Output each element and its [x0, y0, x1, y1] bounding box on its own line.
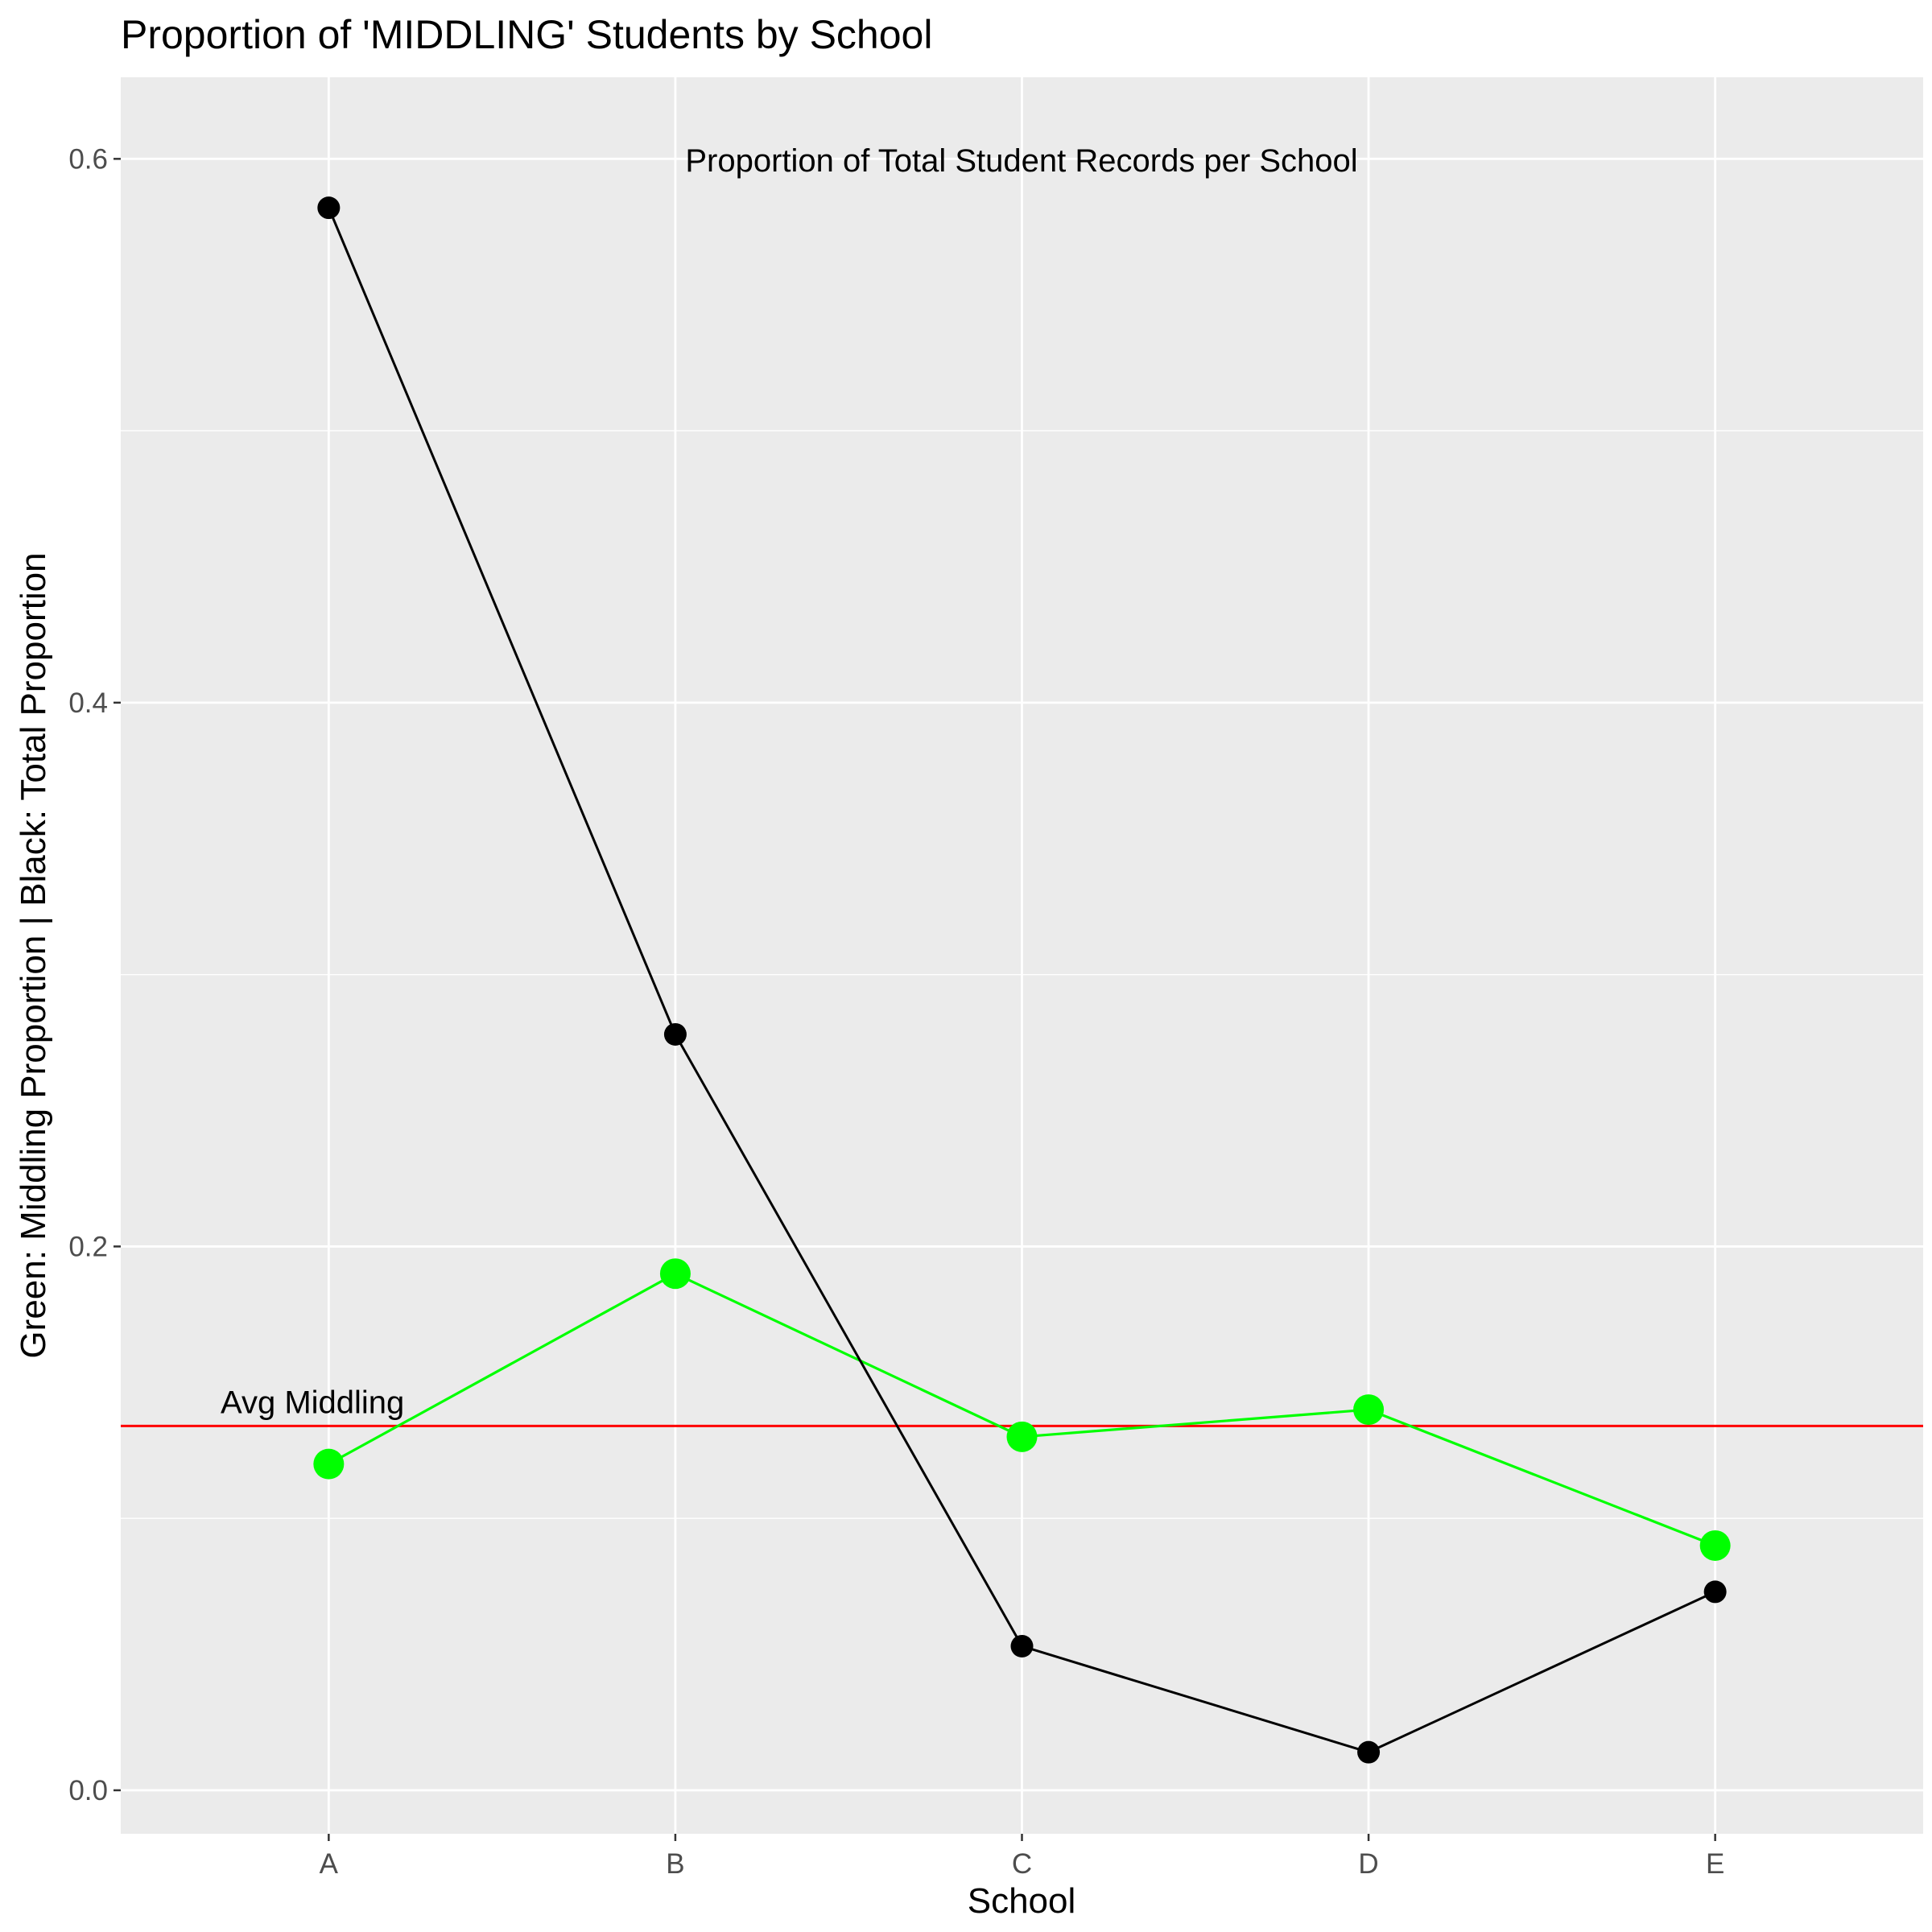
y-axis-title: Green: Middling Proportion | Black: Tota…	[14, 552, 53, 1358]
y-tick-label: 0.0	[68, 1775, 108, 1806]
middling-point	[1006, 1421, 1038, 1452]
x-axis-title: School	[968, 1881, 1076, 1921]
middling-point	[1699, 1530, 1731, 1561]
middling-point	[659, 1258, 691, 1290]
x-tick-label: B	[666, 1848, 684, 1880]
avg-middling-label: Avg Middling	[221, 1385, 404, 1420]
x-tick-label: D	[1358, 1848, 1378, 1880]
x-axis-ticks: A B C D E	[320, 1834, 1724, 1880]
series-layer	[313, 196, 1731, 1764]
total-point	[1357, 1740, 1381, 1764]
total-point	[1010, 1634, 1034, 1657]
x-tick-label: A	[320, 1848, 339, 1880]
total-point	[1703, 1580, 1727, 1604]
total-point	[663, 1022, 687, 1046]
middling-point	[313, 1448, 345, 1480]
y-tick-label: 0.6	[68, 143, 108, 175]
y-tick-label: 0.2	[68, 1231, 108, 1262]
x-tick-label: C	[1012, 1848, 1032, 1880]
y-tick-label: 0.4	[68, 687, 108, 719]
x-tick-label: E	[1706, 1848, 1724, 1880]
chart-subtitle: Proportion of Total Student Records per …	[685, 143, 1357, 179]
middling-point	[1353, 1394, 1385, 1426]
total-point	[317, 196, 341, 220]
chart-title: Proportion of 'MIDDLING' Students by Sch…	[121, 12, 932, 57]
y-axis-ticks: 0.0 0.2 0.4 0.6	[68, 143, 121, 1806]
major-gridlines	[121, 77, 1923, 1834]
